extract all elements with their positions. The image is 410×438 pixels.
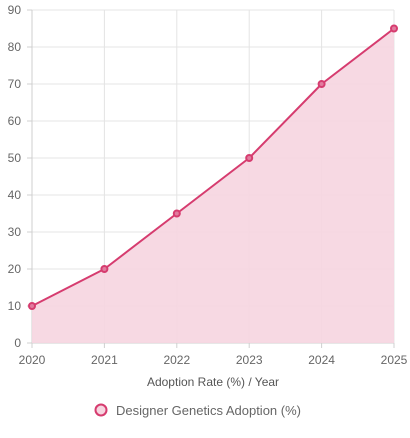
y-tick-label: 10 bbox=[8, 299, 22, 313]
data-point[interactable] bbox=[28, 302, 36, 310]
y-tick-label: 40 bbox=[8, 188, 22, 202]
y-tick-label: 70 bbox=[8, 77, 22, 91]
y-tick-labels: 0 10 20 30 40 50 60 70 80 90 bbox=[8, 3, 22, 350]
x-tick-label: 2023 bbox=[236, 353, 263, 367]
y-tick-label: 0 bbox=[14, 336, 21, 350]
x-tick-label: 2020 bbox=[19, 353, 46, 367]
data-point[interactable] bbox=[390, 24, 398, 33]
y-tick-label: 20 bbox=[8, 262, 22, 276]
series-points bbox=[28, 24, 398, 310]
x-tick-labels: 2020 2021 2022 2023 2024 2025 bbox=[19, 353, 408, 367]
data-point[interactable] bbox=[317, 80, 326, 88]
y-tick-label: 60 bbox=[8, 114, 22, 128]
x-tick-label: 2021 bbox=[91, 353, 118, 367]
x-axis-title: Adoption Rate (%) / Year bbox=[147, 375, 279, 389]
series-line bbox=[31, 27, 395, 307]
data-point[interactable] bbox=[245, 154, 254, 162]
legend[interactable]: Designer Genetics Adoption (%) bbox=[94, 403, 301, 418]
y-tick-label: 30 bbox=[8, 225, 22, 239]
data-point[interactable] bbox=[100, 265, 109, 273]
x-tick-label: 2025 bbox=[381, 353, 408, 367]
y-tick-label: 90 bbox=[8, 3, 22, 17]
data-point[interactable] bbox=[172, 209, 181, 218]
x-tick-label: 2024 bbox=[308, 353, 335, 367]
series-line-path bbox=[31, 27, 395, 307]
x-tick-label: 2022 bbox=[163, 353, 190, 367]
legend-label: Designer Genetics Adoption (%) bbox=[116, 403, 301, 418]
legend-marker bbox=[94, 403, 108, 417]
y-tick-label: 50 bbox=[8, 151, 22, 165]
y-tick-label: 80 bbox=[8, 40, 22, 54]
